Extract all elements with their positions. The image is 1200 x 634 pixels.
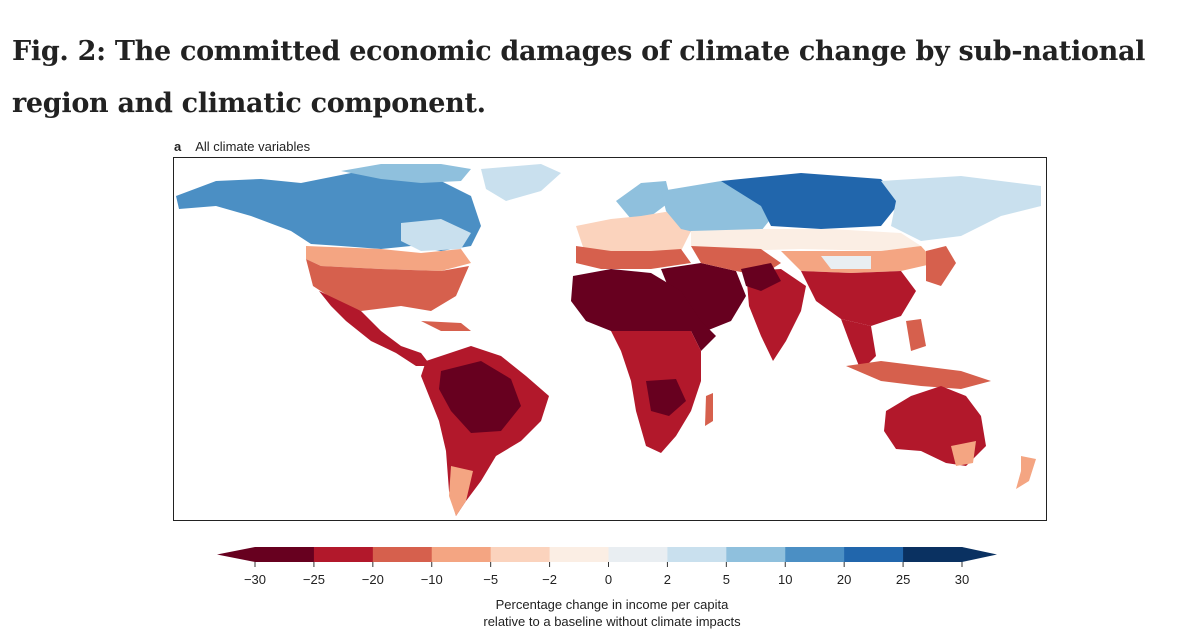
- region-mexico: [319, 291, 431, 366]
- panel-title: All climate variables: [195, 139, 311, 154]
- region-india: [746, 269, 806, 361]
- colorbar-bin: [667, 547, 727, 562]
- colorbar-bin: [785, 547, 845, 562]
- colorbar-bin: [372, 547, 433, 562]
- colorbar-bin: [255, 547, 315, 562]
- colorbar-tick-label: 2: [663, 572, 672, 587]
- colorbar-bin: [549, 547, 609, 562]
- region-madagascar: [705, 393, 713, 426]
- region-mongolia: [821, 256, 871, 269]
- colorbar-bin: [490, 547, 551, 562]
- colorbar-extend-low: [217, 547, 255, 562]
- colorbar-bin: [313, 547, 374, 562]
- region-africa-south: [646, 379, 686, 416]
- region-southern-europe: [576, 246, 691, 269]
- region-usa-north: [306, 246, 471, 271]
- region-greenland: [481, 164, 561, 201]
- region-east-canada: [401, 219, 471, 251]
- colorbar-tick-label: 5: [722, 572, 730, 587]
- region-central-asia-light: [691, 229, 921, 251]
- colorbar-tick-label: −30: [243, 572, 267, 587]
- region-scandinavia: [616, 181, 671, 219]
- colorbar-tick-label: −2: [542, 572, 557, 587]
- colorbar-label-line1: Percentage change in income per capita: [495, 597, 729, 612]
- region-pakistan: [741, 263, 781, 291]
- world-map: [173, 157, 1047, 521]
- region-japan-korea: [926, 246, 956, 286]
- colorbar-bin: [431, 547, 492, 562]
- region-amazon: [439, 361, 521, 433]
- colorbar-tick-label: −10: [420, 572, 443, 587]
- colorbar-bin: [844, 547, 904, 562]
- colorbar-label-line2: relative to a baseline without climate i…: [483, 614, 741, 629]
- region-caribbean: [421, 321, 471, 331]
- figure-title: Fig. 2: The committed economic damages o…: [12, 36, 1146, 119]
- colorbar-tick-label: 0: [604, 572, 613, 587]
- region-australia-southeast: [951, 441, 976, 466]
- region-east-siberia: [881, 176, 1041, 241]
- colorbar-tick-label: 30: [954, 572, 970, 587]
- panel-letter: a: [174, 139, 182, 154]
- choropleth-map: [176, 164, 1041, 516]
- panel-label: a All climate variables: [174, 139, 310, 154]
- colorbar-bin: [608, 547, 668, 562]
- colorbar-bin: [726, 547, 786, 562]
- colorbar-bin: [903, 547, 963, 562]
- colorbar-tick-label: 10: [778, 572, 793, 587]
- region-new-zealand: [1016, 456, 1036, 489]
- region-indonesia: [846, 361, 991, 389]
- region-usa-south: [306, 259, 469, 311]
- colorbar-tick-label: 20: [836, 572, 852, 587]
- colorbar-tick-label: 25: [895, 572, 911, 587]
- colorbar-tick-label: −20: [361, 572, 384, 587]
- region-philippines: [906, 319, 926, 351]
- region-arctic-islands: [341, 164, 471, 183]
- colorbar-tick-label: −5: [483, 572, 499, 587]
- region-patagonia: [449, 466, 473, 516]
- region-siberia: [721, 173, 901, 229]
- region-china-south: [801, 271, 916, 326]
- region-europe: [576, 211, 691, 263]
- region-indochina: [841, 319, 876, 371]
- region-middle-east: [661, 263, 746, 331]
- region-africa: [571, 269, 716, 351]
- colorbar-tick-label: −25: [302, 572, 325, 587]
- colorbar-extend-high: [962, 547, 997, 562]
